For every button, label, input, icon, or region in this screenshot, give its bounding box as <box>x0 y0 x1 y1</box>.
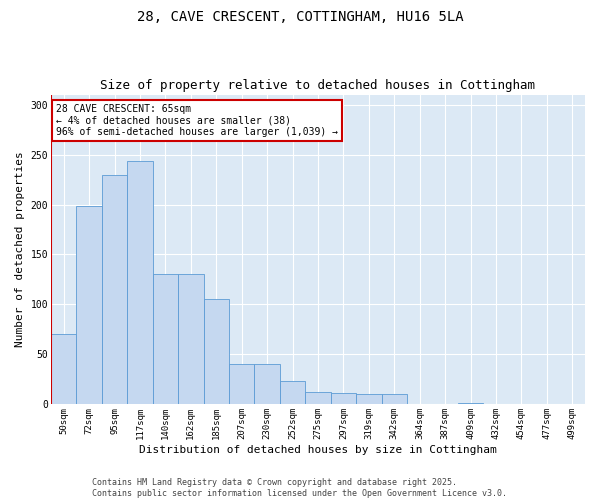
Bar <box>51 334 76 404</box>
Title: Size of property relative to detached houses in Cottingham: Size of property relative to detached ho… <box>100 79 535 92</box>
Y-axis label: Number of detached properties: Number of detached properties <box>15 152 25 348</box>
Bar <box>229 364 254 405</box>
Text: 28 CAVE CRESCENT: 65sqm
← 4% of detached houses are smaller (38)
96% of semi-det: 28 CAVE CRESCENT: 65sqm ← 4% of detached… <box>56 104 338 137</box>
Bar <box>331 394 356 404</box>
Text: 28, CAVE CRESCENT, COTTINGHAM, HU16 5LA: 28, CAVE CRESCENT, COTTINGHAM, HU16 5LA <box>137 10 463 24</box>
Bar <box>382 394 407 404</box>
Bar <box>203 300 229 405</box>
Bar <box>254 364 280 405</box>
Bar <box>280 382 305 404</box>
Bar <box>178 274 203 404</box>
Bar <box>127 160 152 404</box>
Bar <box>356 394 382 404</box>
Bar <box>305 392 331 404</box>
Bar <box>76 206 102 404</box>
Bar <box>102 174 127 404</box>
Bar <box>152 274 178 404</box>
Text: Contains HM Land Registry data © Crown copyright and database right 2025.
Contai: Contains HM Land Registry data © Crown c… <box>92 478 508 498</box>
X-axis label: Distribution of detached houses by size in Cottingham: Distribution of detached houses by size … <box>139 445 497 455</box>
